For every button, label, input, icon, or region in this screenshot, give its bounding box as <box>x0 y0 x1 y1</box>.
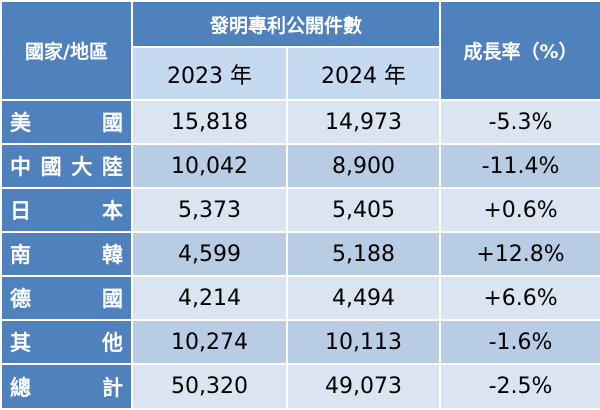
cell-growth: -11.4% <box>440 144 600 188</box>
row-label-korea: 南 韓 <box>1 232 132 276</box>
label-char: 總 <box>10 372 31 402</box>
cell-2024: 49,073 <box>287 364 440 409</box>
cell-2023: 10,042 <box>132 144 287 188</box>
cell-2024: 14,973 <box>287 100 440 144</box>
cell-growth: +12.8% <box>440 232 600 276</box>
label-char: 中 <box>10 151 31 181</box>
label-char: 大 <box>71 151 92 181</box>
table-row: 其 他 10,274 10,113 -1.6% <box>1 320 600 364</box>
table-row: 中 國 大 陸 10,042 8,900 -11.4% <box>1 144 600 188</box>
row-label-usa: 美 國 <box>1 100 132 144</box>
label-char: 本 <box>102 195 123 225</box>
label-char: 計 <box>102 372 123 402</box>
label-char: 他 <box>102 327 123 357</box>
cell-2024: 5,188 <box>287 232 440 276</box>
header-year-2024: 2024 年 <box>287 47 440 100</box>
cell-2023: 4,214 <box>132 276 287 320</box>
label-char: 韓 <box>102 239 123 269</box>
cell-2024: 4,494 <box>287 276 440 320</box>
label-char: 國 <box>102 283 123 313</box>
cell-2024: 8,900 <box>287 144 440 188</box>
header-patent-count: 發明專利公開件數 <box>132 1 440 47</box>
cell-growth: +6.6% <box>440 276 600 320</box>
cell-2023: 5,373 <box>132 188 287 232</box>
header-year-2023: 2023 年 <box>132 47 287 100</box>
cell-2023: 15,818 <box>132 100 287 144</box>
cell-2023: 10,274 <box>132 320 287 364</box>
row-label-total: 總 計 <box>1 364 132 409</box>
label-char: 其 <box>10 327 31 357</box>
header-row-top: 國家/地區 發明專利公開件數 成長率（%） <box>1 1 600 47</box>
label-char: 德 <box>10 283 31 313</box>
cell-2023: 4,599 <box>132 232 287 276</box>
cell-growth: -5.3% <box>440 100 600 144</box>
table-row: 德 國 4,214 4,494 +6.6% <box>1 276 600 320</box>
cell-2023: 50,320 <box>132 364 287 409</box>
table-row: 日 本 5,373 5,405 +0.6% <box>1 188 600 232</box>
row-label-china: 中 國 大 陸 <box>1 144 132 188</box>
table-row: 美 國 15,818 14,973 -5.3% <box>1 100 600 144</box>
table-row: 南 韓 4,599 5,188 +12.8% <box>1 232 600 276</box>
cell-2024: 5,405 <box>287 188 440 232</box>
label-char: 國 <box>102 107 123 137</box>
row-label-others: 其 他 <box>1 320 132 364</box>
cell-2024: 10,113 <box>287 320 440 364</box>
cell-growth: -2.5% <box>440 364 600 409</box>
row-label-japan: 日 本 <box>1 188 132 232</box>
label-char: 國 <box>41 151 62 181</box>
header-growth-rate: 成長率（%） <box>440 1 600 100</box>
label-char: 南 <box>10 239 31 269</box>
cell-growth: +0.6% <box>440 188 600 232</box>
label-char: 美 <box>10 107 31 137</box>
label-char: 日 <box>10 195 31 225</box>
cell-growth: -1.6% <box>440 320 600 364</box>
table-row-total: 總 計 50,320 49,073 -2.5% <box>1 364 600 409</box>
row-label-germany: 德 國 <box>1 276 132 320</box>
label-char: 陸 <box>102 151 123 181</box>
header-region: 國家/地區 <box>1 1 132 100</box>
